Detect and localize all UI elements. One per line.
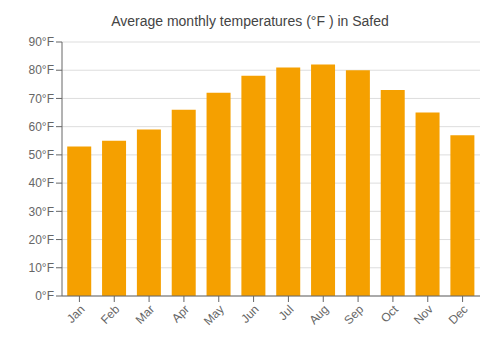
svg-text:30°F: 30°F — [29, 205, 54, 219]
svg-text:Jun: Jun — [238, 302, 262, 326]
html-text:Average monthly temperatures (: Average monthly temperatures (°F ) in Sa… — [111, 13, 389, 29]
svg-text:50°F: 50°F — [29, 148, 54, 162]
svg-text:Aug: Aug — [306, 302, 331, 327]
svg-text:10°F: 10°F — [29, 261, 54, 275]
svg-text:Jan: Jan — [64, 302, 88, 326]
svg-text:May: May — [201, 302, 227, 328]
svg-text:70°F: 70°F — [29, 92, 54, 106]
svg-text:Feb: Feb — [98, 302, 123, 327]
svg-text:Apr: Apr — [169, 302, 192, 325]
svg-text:Jul: Jul — [276, 302, 297, 323]
svg-text:0°F: 0°F — [35, 289, 54, 303]
svg-text:Oct: Oct — [378, 302, 402, 326]
svg-text:Dec: Dec — [446, 302, 471, 327]
svg-text:60°F: 60°F — [29, 120, 54, 134]
svg-text:Sep: Sep — [341, 302, 366, 327]
svg-text:80°F: 80°F — [29, 63, 54, 77]
svg-text:Nov: Nov — [411, 302, 436, 327]
svg-text:Mar: Mar — [133, 302, 158, 327]
svg-text:40°F: 40°F — [29, 176, 54, 190]
svg-text:90°F: 90°F — [29, 35, 54, 49]
svg-text:20°F: 20°F — [29, 233, 54, 247]
